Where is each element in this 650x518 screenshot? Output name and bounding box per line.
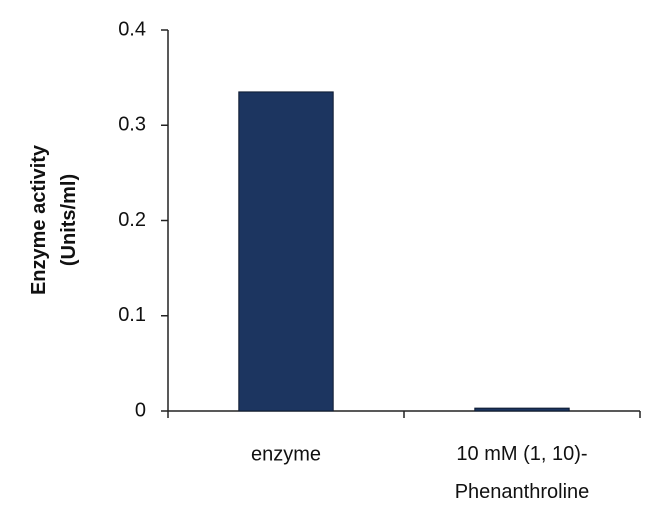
y-tick-label: 0.2 [118, 209, 146, 231]
x-tick-label: enzyme [251, 443, 321, 465]
y-tick-label: 0.4 [118, 18, 146, 40]
bar [474, 407, 570, 412]
y-axis-title: Enzyme activity (Units/ml) [28, 144, 80, 295]
bar [238, 91, 334, 412]
y-tick-label: 0.3 [118, 114, 146, 136]
y-tick-label: 0 [135, 399, 146, 421]
x-tick-label: 10 mM (1, 10)-Phenanthroline [455, 443, 590, 503]
y-tick-label: 0.1 [118, 304, 146, 326]
